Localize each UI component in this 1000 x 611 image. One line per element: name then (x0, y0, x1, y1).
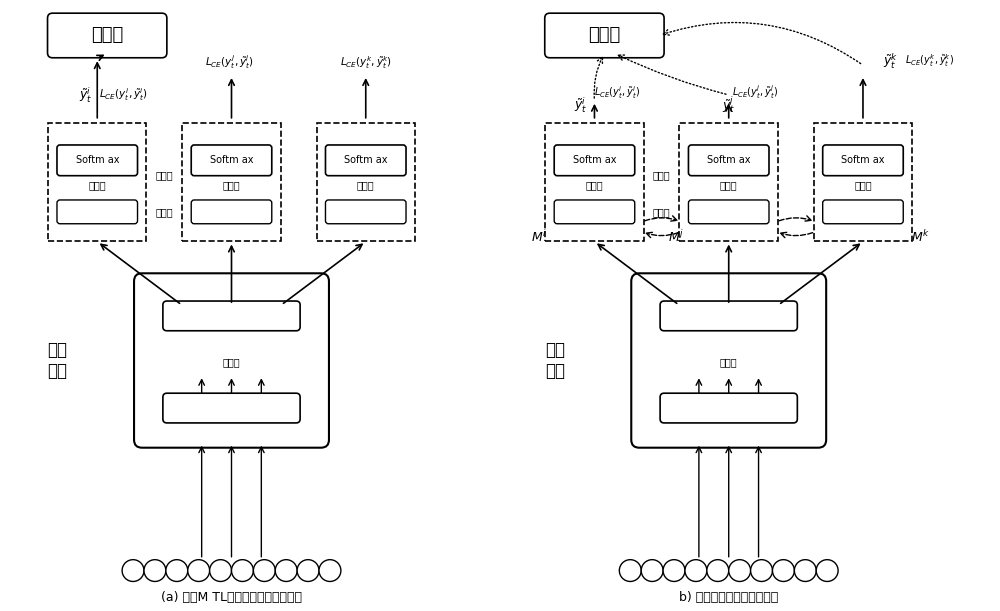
Circle shape (297, 560, 319, 582)
FancyBboxPatch shape (325, 145, 406, 176)
FancyBboxPatch shape (554, 200, 635, 224)
Text: 黑黑黑: 黑黑黑 (156, 170, 173, 180)
Text: Softm ax: Softm ax (841, 155, 885, 166)
FancyBboxPatch shape (163, 393, 300, 423)
Circle shape (253, 560, 275, 582)
Text: $\tilde{y}_t^i$: $\tilde{y}_t^i$ (79, 86, 92, 105)
Text: $M^k$: $M^k$ (911, 229, 930, 244)
Text: $L_{CE}(y_t^j,\tilde{y}_t^j)$: $L_{CE}(y_t^j,\tilde{y}_t^j)$ (205, 53, 254, 71)
Text: $M^i$: $M^i$ (531, 229, 547, 244)
FancyBboxPatch shape (660, 393, 797, 423)
Text: 黑黑黑: 黑黑黑 (720, 180, 738, 190)
Text: $\tilde{y}_t^j$: $\tilde{y}_t^j$ (722, 93, 735, 115)
Circle shape (210, 560, 232, 582)
FancyBboxPatch shape (163, 301, 300, 331)
Text: 黑黑黑: 黑黑黑 (586, 180, 603, 190)
Text: Softm ax: Softm ax (707, 155, 750, 166)
Text: $L_{CE}(y_t^j,\tilde{y}_t^j)$: $L_{CE}(y_t^j,\tilde{y}_t^j)$ (732, 83, 778, 101)
FancyBboxPatch shape (48, 123, 146, 241)
Text: Softm ax: Softm ax (344, 155, 388, 166)
Circle shape (619, 560, 641, 582)
Circle shape (707, 560, 729, 582)
Circle shape (663, 560, 685, 582)
FancyBboxPatch shape (57, 145, 138, 176)
Circle shape (751, 560, 772, 582)
Text: $\tilde{y}_t^i$: $\tilde{y}_t^i$ (574, 95, 588, 115)
Text: $M^j$: $M^j$ (668, 229, 684, 244)
FancyBboxPatch shape (823, 200, 903, 224)
Text: Softm ax: Softm ax (76, 155, 119, 166)
Circle shape (729, 560, 751, 582)
Text: 黑黑黑: 黑黑黑 (653, 170, 670, 180)
FancyBboxPatch shape (554, 145, 635, 176)
FancyBboxPatch shape (688, 200, 769, 224)
Text: $L_{CE}(y_t^i,\tilde{y}_t^i)$: $L_{CE}(y_t^i,\tilde{y}_t^i)$ (99, 86, 148, 103)
Text: $L_{CE}(y_t^k,\tilde{y}_t^k)$: $L_{CE}(y_t^k,\tilde{y}_t^k)$ (905, 53, 954, 69)
Circle shape (685, 560, 707, 582)
Circle shape (794, 560, 816, 582)
Circle shape (144, 560, 166, 582)
FancyBboxPatch shape (660, 301, 797, 331)
Text: 黑黑黑: 黑黑黑 (88, 180, 106, 190)
FancyBboxPatch shape (325, 200, 406, 224)
Text: 黑黑黑: 黑黑黑 (854, 180, 872, 190)
FancyBboxPatch shape (191, 200, 272, 224)
FancyBboxPatch shape (48, 13, 167, 58)
Circle shape (816, 560, 838, 582)
FancyBboxPatch shape (191, 145, 272, 176)
Text: b) 多层级表示序列对齐方法: b) 多层级表示序列对齐方法 (679, 591, 778, 604)
FancyBboxPatch shape (823, 145, 903, 176)
Circle shape (641, 560, 663, 582)
Text: $L_{CE}(y_t^i,\tilde{y}_t^i)$: $L_{CE}(y_t^i,\tilde{y}_t^i)$ (594, 84, 641, 101)
Circle shape (232, 560, 253, 582)
Text: 束搜索: 束搜索 (91, 26, 123, 45)
FancyBboxPatch shape (545, 123, 644, 241)
FancyBboxPatch shape (317, 123, 415, 241)
Circle shape (122, 560, 144, 582)
Text: 黑黑黑: 黑黑黑 (223, 357, 240, 367)
Text: (a) 基于M TL的多层级标识建模方法: (a) 基于M TL的多层级标识建模方法 (161, 591, 302, 604)
Circle shape (275, 560, 297, 582)
Circle shape (166, 560, 188, 582)
Text: 束搜索: 束搜索 (588, 26, 621, 45)
Text: 共享
模块: 共享 模块 (545, 341, 565, 380)
FancyBboxPatch shape (679, 123, 778, 241)
Text: 共享
模块: 共享 模块 (47, 341, 67, 380)
Text: 黑黑黑: 黑黑黑 (223, 180, 240, 190)
FancyBboxPatch shape (134, 273, 329, 448)
Text: Softm ax: Softm ax (573, 155, 616, 166)
Text: 黑黑黑: 黑黑黑 (357, 180, 375, 190)
Text: 黑黑黑: 黑黑黑 (653, 207, 670, 217)
FancyBboxPatch shape (182, 123, 281, 241)
Text: $L_{CE}(y_t^k,\tilde{y}_t^k)$: $L_{CE}(y_t^k,\tilde{y}_t^k)$ (340, 54, 392, 71)
Circle shape (772, 560, 794, 582)
FancyBboxPatch shape (688, 145, 769, 176)
Text: 黑黑黑: 黑黑黑 (156, 207, 173, 217)
Circle shape (188, 560, 210, 582)
FancyBboxPatch shape (545, 13, 664, 58)
FancyBboxPatch shape (814, 123, 912, 241)
Text: 黑黑黑: 黑黑黑 (720, 357, 738, 367)
Text: $\tilde{y}_t^k$: $\tilde{y}_t^k$ (883, 52, 898, 71)
FancyBboxPatch shape (57, 200, 138, 224)
Text: Softm ax: Softm ax (210, 155, 253, 166)
Circle shape (319, 560, 341, 582)
FancyBboxPatch shape (631, 273, 826, 448)
